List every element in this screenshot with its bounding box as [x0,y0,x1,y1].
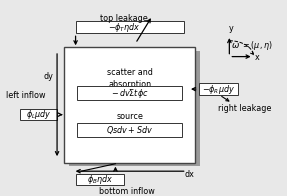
Text: $-\,dv\Sigma t\phi c$: $-\,dv\Sigma t\phi c$ [111,87,148,100]
Bar [20,109,57,120]
Text: $Qsdv+Sdv$: $Qsdv+Sdv$ [106,124,153,136]
Text: dy: dy [44,72,53,81]
Text: $-\phi_R\mu dy$: $-\phi_R\mu dy$ [202,83,235,96]
Bar [77,86,182,100]
Text: $\phi_L\mu dy$: $\phi_L\mu dy$ [26,108,51,121]
Text: absorption: absorption [108,80,151,89]
Text: bottom inflow: bottom inflow [99,187,155,196]
Text: $\omega$: $\omega$ [231,41,240,50]
Text: source: source [116,112,143,121]
Text: dx: dx [185,170,194,179]
Text: x: x [255,53,260,62]
Text: y: y [228,24,233,33]
Bar [75,21,184,33]
Bar [75,174,124,185]
Text: $-\phi_T\eta dx$: $-\phi_T\eta dx$ [108,21,140,34]
Bar [64,47,195,163]
Text: right leakage: right leakage [218,104,272,113]
Bar [77,123,182,137]
Bar [199,83,238,95]
Text: $=(\mu,\eta)$: $=(\mu,\eta)$ [241,39,273,52]
Text: $\phi_B\eta dx$: $\phi_B\eta dx$ [87,173,113,186]
Text: scatter and: scatter and [107,68,153,77]
Text: left inflow: left inflow [6,91,46,100]
Bar [69,51,200,166]
Text: top leakage: top leakage [100,14,148,23]
